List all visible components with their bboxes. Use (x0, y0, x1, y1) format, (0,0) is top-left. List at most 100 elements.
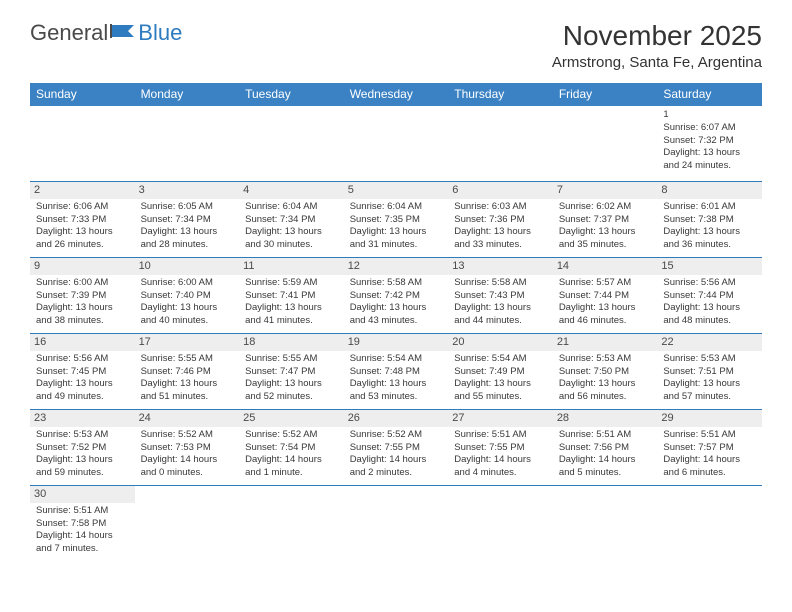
day-number: 16 (30, 334, 135, 351)
daylight-line-2: and 6 minutes. (663, 467, 756, 480)
day-number: 20 (448, 334, 553, 351)
weekday-header: Saturday (657, 83, 762, 106)
daylight-line-1: Daylight: 13 hours (36, 454, 129, 467)
calendar-row: 23Sunrise: 5:53 AMSunset: 7:52 PMDayligh… (30, 410, 762, 486)
daylight-line-1: Daylight: 13 hours (245, 226, 338, 239)
sunrise-line: Sunrise: 5:51 AM (559, 429, 652, 442)
calendar-cell: 16Sunrise: 5:56 AMSunset: 7:45 PMDayligh… (30, 334, 135, 410)
sunrise-line: Sunrise: 5:52 AM (245, 429, 338, 442)
sunrise-line: Sunrise: 5:55 AM (245, 353, 338, 366)
calendar-cell: 28Sunrise: 5:51 AMSunset: 7:56 PMDayligh… (553, 410, 658, 486)
daylight-line-1: Daylight: 13 hours (36, 378, 129, 391)
calendar-cell: 25Sunrise: 5:52 AMSunset: 7:54 PMDayligh… (239, 410, 344, 486)
sunrise-line: Sunrise: 5:51 AM (663, 429, 756, 442)
daylight-line-1: Daylight: 13 hours (454, 378, 547, 391)
calendar-cell-empty (135, 106, 240, 182)
day-number: 9 (30, 258, 135, 275)
sunrise-line: Sunrise: 5:55 AM (141, 353, 234, 366)
day-number: 5 (344, 182, 449, 199)
day-number: 11 (239, 258, 344, 275)
calendar-cell: 4Sunrise: 6:04 AMSunset: 7:34 PMDaylight… (239, 182, 344, 258)
daylight-line-2: and 38 minutes. (36, 315, 129, 328)
daylight-line-1: Daylight: 13 hours (36, 302, 129, 315)
daylight-line-2: and 40 minutes. (141, 315, 234, 328)
sunrise-line: Sunrise: 5:51 AM (454, 429, 547, 442)
day-number: 19 (344, 334, 449, 351)
weekday-header: Sunday (30, 83, 135, 106)
title-block: November 2025 Armstrong, Santa Fe, Argen… (552, 20, 762, 71)
sunset-line: Sunset: 7:48 PM (350, 366, 443, 379)
day-number: 3 (135, 182, 240, 199)
logo-text-2: Blue (138, 20, 182, 46)
logo-text-1: General (30, 20, 108, 46)
calendar-cell: 29Sunrise: 5:51 AMSunset: 7:57 PMDayligh… (657, 410, 762, 486)
sunrise-line: Sunrise: 5:57 AM (559, 277, 652, 290)
sunset-line: Sunset: 7:38 PM (663, 214, 756, 227)
calendar-cell: 18Sunrise: 5:55 AMSunset: 7:47 PMDayligh… (239, 334, 344, 410)
calendar-cell: 9Sunrise: 6:00 AMSunset: 7:39 PMDaylight… (30, 258, 135, 334)
daylight-line-2: and 43 minutes. (350, 315, 443, 328)
calendar-row: 2Sunrise: 6:06 AMSunset: 7:33 PMDaylight… (30, 182, 762, 258)
calendar-cell: 21Sunrise: 5:53 AMSunset: 7:50 PMDayligh… (553, 334, 658, 410)
sunrise-line: Sunrise: 5:58 AM (454, 277, 547, 290)
calendar-cell: 8Sunrise: 6:01 AMSunset: 7:38 PMDaylight… (657, 182, 762, 258)
flag-icon (110, 20, 136, 46)
sunrise-line: Sunrise: 6:02 AM (559, 201, 652, 214)
daylight-line-1: Daylight: 13 hours (663, 378, 756, 391)
daylight-line-1: Daylight: 13 hours (141, 302, 234, 315)
day-number: 28 (553, 410, 658, 427)
sunset-line: Sunset: 7:43 PM (454, 290, 547, 303)
sunrise-line: Sunrise: 5:53 AM (663, 353, 756, 366)
daylight-line-2: and 5 minutes. (559, 467, 652, 480)
weekday-header: Friday (553, 83, 658, 106)
daylight-line-2: and 33 minutes. (454, 239, 547, 252)
daylight-line-2: and 24 minutes. (663, 160, 756, 173)
day-number: 4 (239, 182, 344, 199)
calendar-page: General Blue November 2025 Armstrong, Sa… (0, 0, 792, 612)
day-number: 15 (657, 258, 762, 275)
sunrise-line: Sunrise: 6:00 AM (36, 277, 129, 290)
daylight-line-1: Daylight: 14 hours (36, 530, 129, 543)
calendar-cell-empty (344, 106, 449, 182)
calendar-cell: 14Sunrise: 5:57 AMSunset: 7:44 PMDayligh… (553, 258, 658, 334)
calendar-cell: 10Sunrise: 6:00 AMSunset: 7:40 PMDayligh… (135, 258, 240, 334)
sunrise-line: Sunrise: 5:56 AM (36, 353, 129, 366)
calendar-row: 1Sunrise: 6:07 AMSunset: 7:32 PMDaylight… (30, 106, 762, 182)
sunset-line: Sunset: 7:35 PM (350, 214, 443, 227)
calendar-cell-empty (553, 486, 658, 562)
calendar-cell-empty (448, 486, 553, 562)
daylight-line-1: Daylight: 14 hours (245, 454, 338, 467)
calendar-cell-empty (30, 106, 135, 182)
calendar-cell: 20Sunrise: 5:54 AMSunset: 7:49 PMDayligh… (448, 334, 553, 410)
daylight-line-1: Daylight: 13 hours (454, 302, 547, 315)
sunrise-line: Sunrise: 6:04 AM (350, 201, 443, 214)
sunrise-line: Sunrise: 5:52 AM (350, 429, 443, 442)
daylight-line-2: and 41 minutes. (245, 315, 338, 328)
sunset-line: Sunset: 7:32 PM (663, 135, 756, 148)
sunset-line: Sunset: 7:42 PM (350, 290, 443, 303)
daylight-line-2: and 56 minutes. (559, 391, 652, 404)
calendar-cell: 26Sunrise: 5:52 AMSunset: 7:55 PMDayligh… (344, 410, 449, 486)
daylight-line-1: Daylight: 13 hours (141, 226, 234, 239)
sunset-line: Sunset: 7:37 PM (559, 214, 652, 227)
calendar-cell: 13Sunrise: 5:58 AMSunset: 7:43 PMDayligh… (448, 258, 553, 334)
sunset-line: Sunset: 7:34 PM (245, 214, 338, 227)
daylight-line-2: and 28 minutes. (141, 239, 234, 252)
sunset-line: Sunset: 7:49 PM (454, 366, 547, 379)
daylight-line-1: Daylight: 13 hours (141, 378, 234, 391)
sunrise-line: Sunrise: 5:52 AM (141, 429, 234, 442)
sunrise-line: Sunrise: 5:59 AM (245, 277, 338, 290)
calendar-cell: 2Sunrise: 6:06 AMSunset: 7:33 PMDaylight… (30, 182, 135, 258)
daylight-line-1: Daylight: 13 hours (350, 226, 443, 239)
calendar-cell-empty (553, 106, 658, 182)
day-number: 29 (657, 410, 762, 427)
calendar-cell: 12Sunrise: 5:58 AMSunset: 7:42 PMDayligh… (344, 258, 449, 334)
daylight-line-1: Daylight: 13 hours (245, 302, 338, 315)
sunset-line: Sunset: 7:52 PM (36, 442, 129, 455)
sunrise-line: Sunrise: 6:00 AM (141, 277, 234, 290)
sunset-line: Sunset: 7:46 PM (141, 366, 234, 379)
daylight-line-1: Daylight: 13 hours (454, 226, 547, 239)
daylight-line-1: Daylight: 14 hours (559, 454, 652, 467)
day-number: 26 (344, 410, 449, 427)
sunrise-line: Sunrise: 5:56 AM (663, 277, 756, 290)
